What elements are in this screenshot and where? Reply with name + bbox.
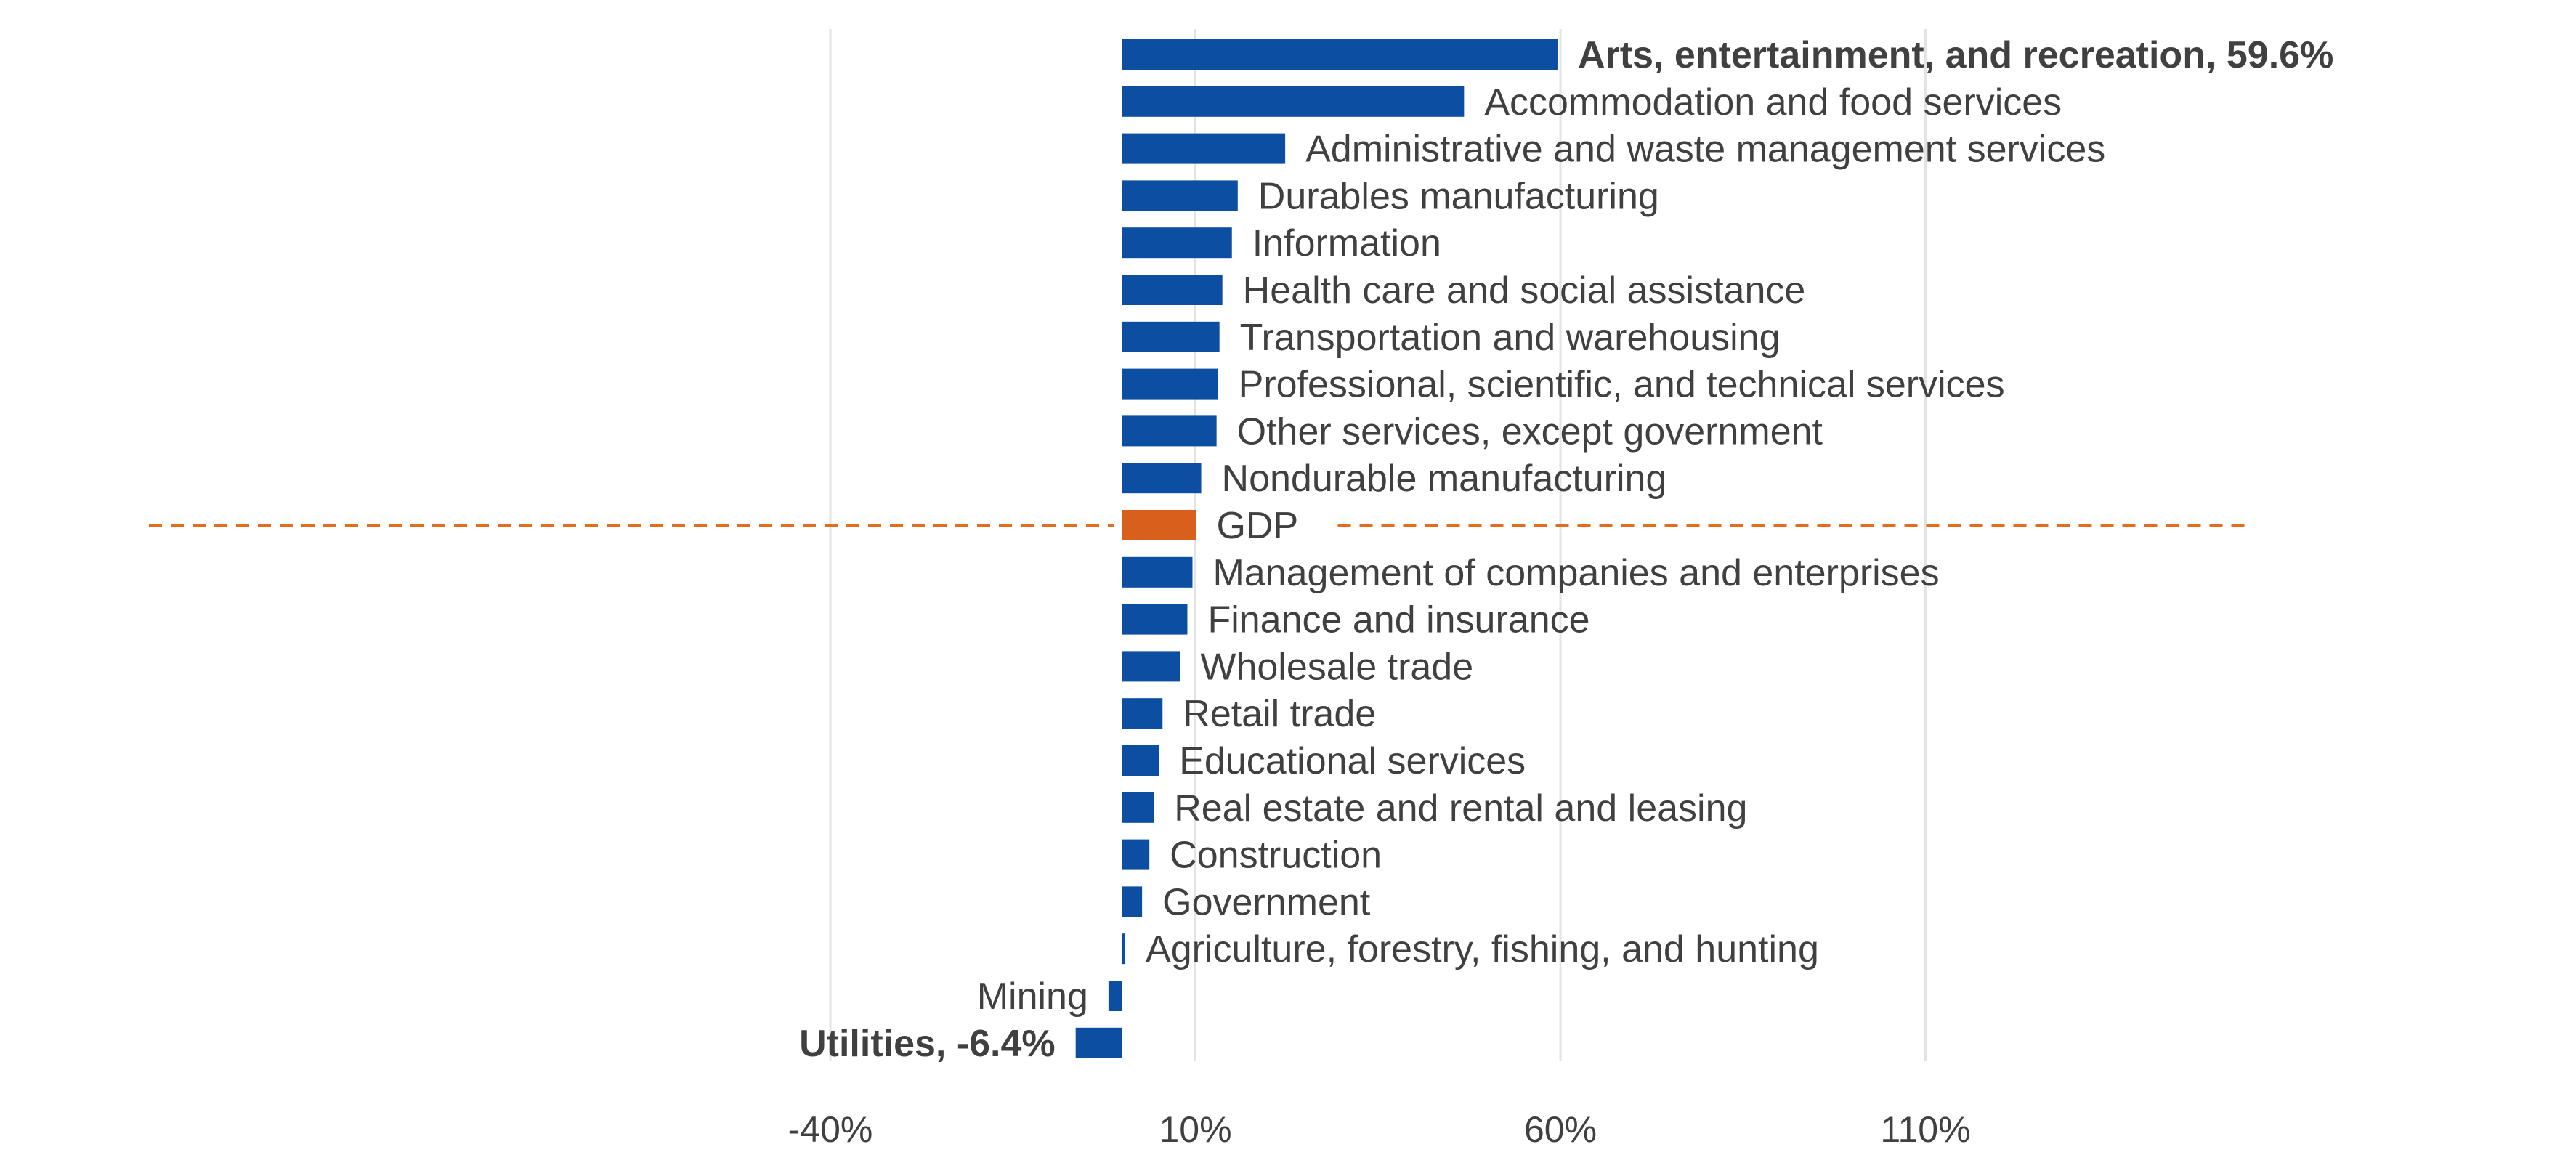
category-label: Administrative and waste management serv… <box>1305 129 2105 171</box>
bar <box>1122 415 1217 447</box>
category-label: Durables manufacturing <box>1258 175 1659 217</box>
x-axis-tick-labels: -40% 10% 60% 110% <box>788 1109 1971 1150</box>
bar <box>1122 133 1286 164</box>
x-tick-label: 110% <box>1880 1109 1970 1150</box>
bar <box>1122 651 1180 682</box>
bar <box>1122 321 1220 352</box>
gdp-bar <box>1122 510 1196 540</box>
bars <box>1075 39 1558 1058</box>
category-label: Wholesale trade <box>1200 646 1473 688</box>
category-label: Finance and insurance <box>1207 599 1589 641</box>
bar <box>1122 368 1218 400</box>
category-label: Accommodation and food services <box>1484 81 2062 123</box>
bar <box>1122 556 1193 588</box>
bar <box>1122 886 1143 917</box>
x-tick-label: -40% <box>788 1109 873 1150</box>
bar <box>1122 39 1558 70</box>
category-label: Retail trade <box>1183 693 1376 735</box>
bar <box>1108 981 1122 1011</box>
category-label: Professional, scientific, and technical … <box>1239 364 2005 406</box>
bar <box>1075 1027 1122 1058</box>
category-label: Information <box>1252 222 1441 264</box>
category-label: Transportation and warehousing <box>1240 317 1781 359</box>
category-label: Other services, except government <box>1237 410 1823 453</box>
category-labels: Arts, entertainment, and recreation, 59.… <box>799 34 2333 1065</box>
x-tick-label: 60% <box>1524 1109 1597 1150</box>
bar <box>1122 86 1465 117</box>
bar <box>1122 227 1232 259</box>
bar <box>1122 792 1154 823</box>
bar <box>1122 180 1238 211</box>
bar <box>1122 698 1163 729</box>
bar <box>1122 604 1188 635</box>
category-label: Mining <box>977 976 1088 1018</box>
category-label: Utilities, -6.4% <box>799 1023 1056 1065</box>
category-label: Government <box>1162 881 1371 923</box>
category-label: Management of companies and enterprises <box>1212 552 1939 594</box>
bar <box>1122 839 1150 870</box>
category-label: Educational services <box>1179 740 1526 782</box>
bar <box>1122 745 1159 776</box>
category-label: Health care and social assistance <box>1243 269 1806 312</box>
bar <box>1122 275 1223 305</box>
category-label: Construction <box>1170 835 1382 877</box>
category-label: Real estate and rental and leasing <box>1174 787 1747 830</box>
category-label: Nondurable manufacturing <box>1222 458 1667 500</box>
x-tick-label: 10% <box>1159 1109 1231 1150</box>
category-label: Arts, entertainment, and recreation, 59.… <box>1578 34 2333 76</box>
category-label: Agriculture, forestry, fishing, and hunt… <box>1146 928 1819 970</box>
category-label: GDP <box>1217 505 1299 547</box>
bar <box>1122 463 1202 494</box>
bar <box>1122 933 1126 965</box>
